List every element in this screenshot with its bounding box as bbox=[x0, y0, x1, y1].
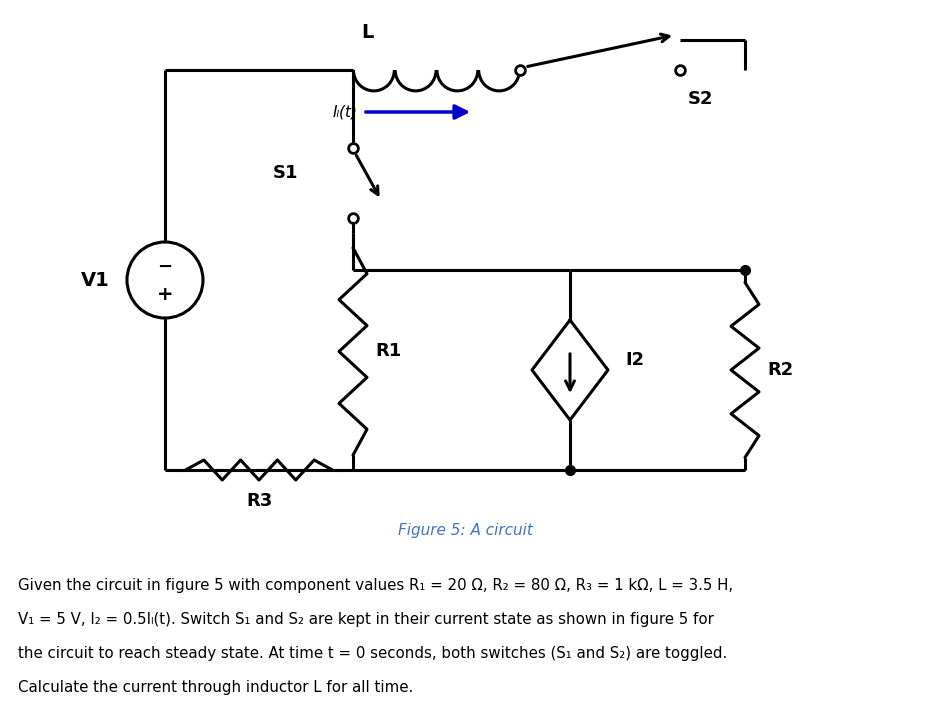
Text: R1: R1 bbox=[375, 343, 401, 361]
Text: +: + bbox=[156, 285, 173, 303]
Text: S1: S1 bbox=[273, 164, 298, 182]
Text: R2: R2 bbox=[767, 361, 793, 379]
Text: S2: S2 bbox=[688, 90, 713, 108]
Text: Figure 5: A circuit: Figure 5: A circuit bbox=[398, 523, 533, 537]
Text: Iₗ(t): Iₗ(t) bbox=[333, 105, 358, 120]
Text: V₁ = 5 V, I₂ = 0.5Iₗ(t). Switch S₁ and S₂ are kept in their current state as sho: V₁ = 5 V, I₂ = 0.5Iₗ(t). Switch S₁ and S… bbox=[18, 612, 714, 627]
Text: L: L bbox=[361, 23, 373, 42]
Text: Given the circuit in figure 5 with component values R₁ = 20 Ω, R₂ = 80 Ω, R₃ = 1: Given the circuit in figure 5 with compo… bbox=[18, 578, 733, 593]
Text: I2: I2 bbox=[625, 351, 644, 369]
Text: −: − bbox=[157, 258, 172, 276]
Text: the circuit to reach steady state. At time t = 0 seconds, both switches (S₁ and : the circuit to reach steady state. At ti… bbox=[18, 646, 727, 661]
Text: R3: R3 bbox=[246, 492, 272, 510]
Text: Calculate the current through inductor L for all time.: Calculate the current through inductor L… bbox=[18, 680, 413, 695]
Text: V1: V1 bbox=[81, 271, 110, 290]
